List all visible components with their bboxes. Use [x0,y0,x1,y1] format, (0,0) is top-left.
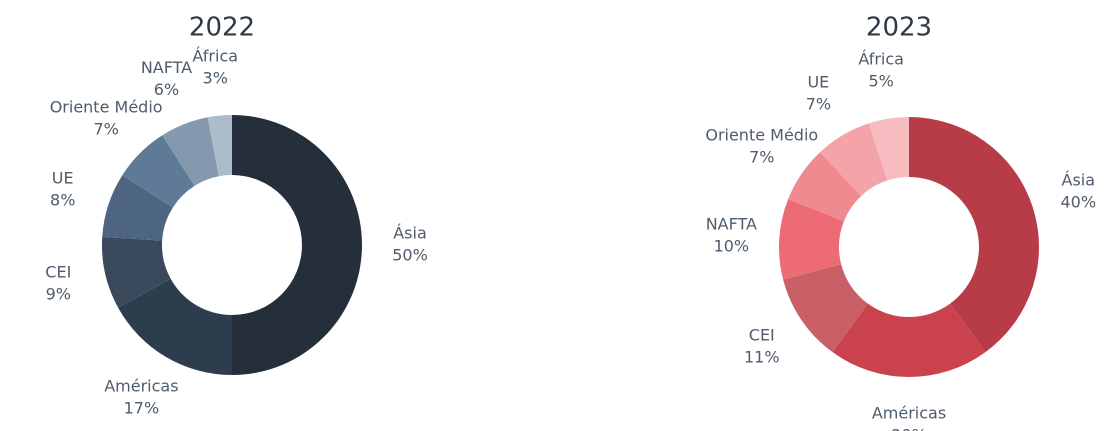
slice-label: Américas [872,404,946,423]
donut-slice [820,123,888,196]
slice-label: Ásia [393,224,427,243]
donut-slice [102,236,171,308]
slice-value-label: 40% [1061,192,1097,211]
slice-label: UE [52,168,74,187]
slice-label: Oriente Médio [50,98,163,117]
slice-label: CEI [45,262,71,281]
donut-slice [122,135,195,208]
donut-slice [102,175,173,241]
slice-value-label: 7% [749,147,774,166]
donut-slice [783,264,868,353]
donut-slice [868,117,909,181]
slice-value-label: 3% [203,68,228,87]
donut-slice [779,199,844,280]
slice-value-label: 11% [744,348,780,367]
donut-slice [207,115,232,177]
slice-value-label: 20% [891,426,927,431]
donut-slice [232,115,362,375]
slice-value-label: 7% [806,94,831,113]
donut-slice [832,303,986,378]
donut-slice [788,152,862,222]
slice-value-label: 7% [93,120,118,139]
slice-label: Oriente Médio [705,125,818,144]
slice-label: África [858,50,904,69]
slice-label: NAFTA [706,214,757,233]
chart-title: 2022 [189,13,255,43]
slice-label: NAFTA [141,58,192,77]
slice-value-label: 9% [46,284,71,303]
donut-slice [162,117,219,186]
slice-value-label: 8% [50,190,75,209]
slice-value-label: 50% [392,246,428,265]
slice-label: CEI [749,326,775,345]
slice-value-label: 10% [714,236,750,255]
slice-value-label: 6% [154,80,179,99]
slice-label: UE [807,72,829,91]
slice-value-label: 5% [868,72,893,91]
slice-value-label: 17% [124,399,160,418]
slice-label: Américas [104,377,178,396]
slice-label: Ásia [1062,170,1096,189]
chart-title: 2023 [866,13,932,43]
donut-slice [118,278,232,375]
donut-slice [909,117,1040,353]
slice-label: África [192,46,238,65]
